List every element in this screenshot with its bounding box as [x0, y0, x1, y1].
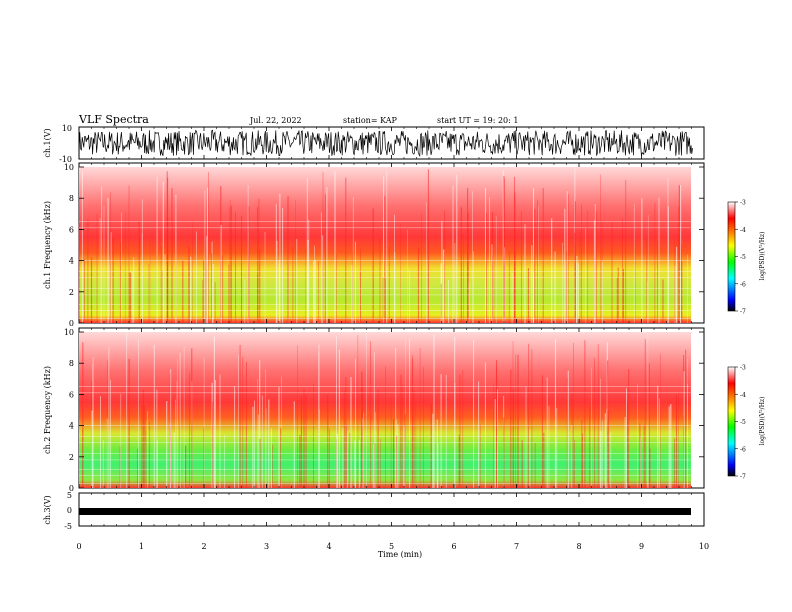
time-tick-label: 2	[201, 542, 206, 551]
colorbar-tick-label: -4	[740, 227, 746, 234]
spectrogram-ytick-label: 6	[69, 225, 74, 234]
time-tick-label: 1	[139, 542, 144, 551]
spectrogram-ytick-label: 4	[69, 257, 74, 266]
colorbar-tick-label: -3	[740, 365, 746, 372]
colorbar-tick-label: -3	[740, 200, 746, 207]
spectrogram-ytick-label: 6	[69, 390, 74, 399]
ch1-spectrogram-texture	[78, 168, 693, 323]
colorbar-tick-label: -5	[740, 419, 746, 426]
colorbar-ch2: -3 -4 -5 -6 -7 log(PSD)(V²/Hz)	[727, 365, 766, 481]
time-tick-label: 0	[76, 542, 81, 551]
colorbar-ch2-label: log(PSD)(V²/Hz)	[759, 397, 766, 446]
colorbar-tick-label: -6	[740, 446, 746, 453]
spectrogram-ytick-label: 4	[69, 422, 74, 431]
ch1-spectrogram-yticks: 0 2 4 6 8 10	[64, 163, 704, 328]
date-label: Jul. 22, 2022	[249, 116, 302, 125]
ch3-ytick-mid: 0	[67, 506, 72, 515]
time-tick-label: 8	[576, 542, 581, 551]
ch3-waveform-ylabel: ch.3(V)	[43, 495, 52, 524]
ch1-spectrogram-ylabel-text: ch.1 Frequency (kHz)	[43, 201, 52, 289]
ch2-spectrogram-texture	[79, 332, 693, 488]
ch3-waveform-panel: 5 0 -5 ch.3(V)	[43, 491, 705, 531]
time-tick-label: 6	[451, 542, 456, 551]
ch1-spectrogram-ylabel: ch.1 Frequency (kHz)	[43, 201, 52, 289]
spectrogram-ytick-label: 8	[69, 194, 74, 203]
figure-title: VLF Spectra	[78, 113, 149, 126]
time-axis: 0 1 2 3 4 5 6 7 8 9 10	[76, 127, 709, 551]
colorbar-tick-label: -5	[740, 254, 746, 261]
ch1-spectrogram-panel: 0 2 4 6 8 10 ch.1 Frequency (kHz)	[43, 162, 705, 328]
ch2-spectrogram-ylabel-text: ch.2 Frequency (kHz)	[43, 366, 52, 454]
colorbar-ch1: -3 -4 -5 -6 -7 log(PSD)(V²/Hz)	[727, 200, 766, 316]
time-tick-label: 9	[639, 542, 644, 551]
time-axis-label: Time (min)	[378, 550, 422, 559]
ch1-ytick-bottom: -10	[59, 155, 72, 164]
colorbar-tick-label: -7	[740, 309, 746, 316]
ch2-spectrogram-image	[79, 332, 691, 488]
ch1-waveform-panel: 10 -10 ch.1(V)	[43, 124, 705, 164]
spectrogram-ytick-label: 0	[69, 484, 74, 493]
ch1-ytick-top: 10	[62, 124, 72, 133]
spectrogram-ytick-label: 10	[64, 163, 74, 172]
ch3-ytick-top: 5	[67, 491, 72, 500]
time-tick-label: 5	[389, 542, 394, 551]
spectrogram-ytick-label: 2	[69, 453, 74, 462]
colorbar-tick-label: -7	[740, 474, 746, 481]
ch3-waveform-band	[79, 508, 691, 515]
ch2-spectrogram-panel: 0 2 4 6 8 10 ch.2 Frequency (kHz)	[43, 327, 705, 493]
time-tick-label: 4	[326, 542, 331, 551]
time-tick-label: 7	[514, 542, 519, 551]
ch3-ytick-bottom: -5	[64, 522, 72, 531]
ch1-waveform-ylabel: ch.1(V)	[43, 128, 52, 157]
spectrogram-ytick-label: 2	[69, 288, 74, 297]
colorbar-tick-label: -4	[740, 392, 746, 399]
station-label: station= KAP	[343, 116, 398, 125]
time-tick-label: 3	[264, 542, 269, 551]
ch2-spectrogram-ylabel: ch.2 Frequency (kHz)	[43, 366, 52, 454]
colorbar-ch1-label: log(PSD)(V²/Hz)	[759, 232, 766, 281]
start-time-label: start UT = 19: 20: 1	[437, 116, 518, 125]
spectrogram-ytick-label: 0	[69, 319, 74, 328]
spectrogram-ytick-label: 10	[64, 328, 74, 337]
ch1-waveform-line	[78, 129, 693, 157]
colorbar-tick-label: -6	[740, 281, 746, 288]
time-tick-label: 10	[699, 542, 709, 551]
spectrogram-ytick-label: 8	[69, 359, 74, 368]
ch2-spectrogram-yticks: 0 2 4 6 8 10	[64, 328, 704, 493]
